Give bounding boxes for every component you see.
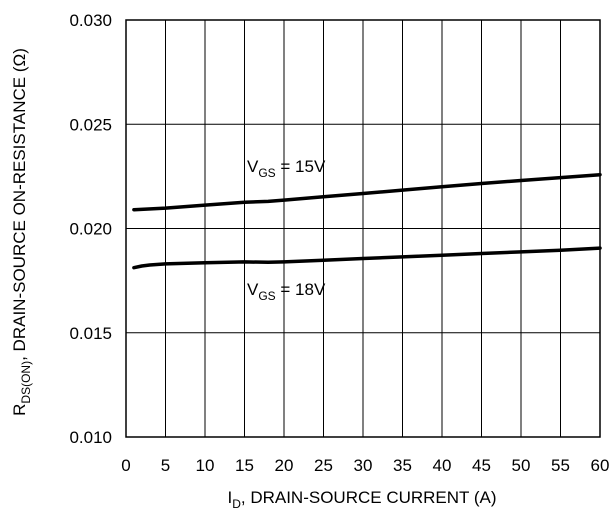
x-tick-label: 15 — [235, 456, 254, 475]
x-tick-label: 50 — [512, 456, 531, 475]
x-tick-label: 0 — [121, 456, 130, 475]
x-tick-label: 35 — [393, 456, 412, 475]
x-tick-label: 60 — [591, 456, 610, 475]
annotation-vgs-18v: VGS = 18V — [247, 280, 326, 303]
x-tick-label: 5 — [161, 456, 170, 475]
x-tick-label: 30 — [354, 456, 373, 475]
x-tick-labels: 0 5 10 15 20 25 30 35 40 45 50 55 60 — [121, 456, 609, 475]
x-tick-label: 20 — [275, 456, 294, 475]
series-line-vgs-15v — [132, 172, 602, 212]
annotation-vgs-15v: VGS = 15V — [247, 157, 326, 180]
y-tick-label: 0.025 — [69, 115, 112, 134]
y-tick-label: 0.020 — [69, 220, 112, 239]
series-lines — [132, 172, 602, 270]
y-tick-label: 0.030 — [69, 11, 112, 30]
series-line-vgs-18v — [132, 246, 602, 270]
grid — [125, 19, 601, 438]
plot-frame — [125, 19, 601, 438]
x-tick-label: 25 — [314, 456, 333, 475]
x-axis-label: ID, DRAIN-SOURCE CURRENT (A) — [227, 488, 496, 511]
y-tick-label: 0.010 — [69, 428, 112, 447]
x-tick-label: 55 — [551, 456, 570, 475]
y-tick-label: 0.015 — [69, 324, 112, 343]
x-tick-label: 10 — [196, 456, 215, 475]
y-axis-label: RDS(ON), DRAIN-SOURCE ON-RESISTANCE (Ω) — [10, 48, 33, 416]
x-tick-label: 40 — [433, 456, 452, 475]
y-tick-labels: 0.010 0.015 0.020 0.025 0.030 — [69, 11, 112, 447]
x-tick-label: 45 — [472, 456, 491, 475]
